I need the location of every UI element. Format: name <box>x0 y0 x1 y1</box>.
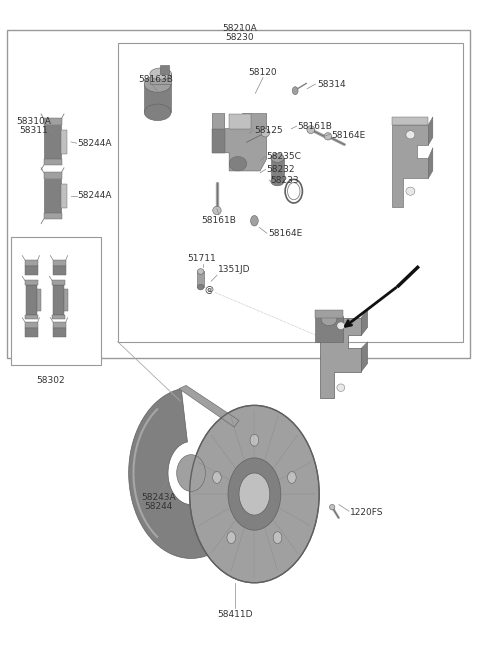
Polygon shape <box>25 281 38 285</box>
Polygon shape <box>52 315 65 319</box>
Polygon shape <box>212 114 267 171</box>
Circle shape <box>227 532 236 543</box>
Polygon shape <box>64 289 69 311</box>
Circle shape <box>190 405 319 583</box>
Circle shape <box>251 215 258 226</box>
Text: 58120: 58120 <box>249 68 277 77</box>
Polygon shape <box>44 172 61 179</box>
Polygon shape <box>44 118 61 125</box>
Text: 58244A: 58244A <box>78 191 112 200</box>
Polygon shape <box>25 315 38 319</box>
Polygon shape <box>44 125 60 158</box>
Ellipse shape <box>144 76 171 92</box>
Polygon shape <box>25 260 38 265</box>
Polygon shape <box>53 322 66 328</box>
Text: 58232: 58232 <box>266 165 295 174</box>
Text: 58164E: 58164E <box>268 229 302 238</box>
Polygon shape <box>179 386 239 427</box>
Text: 58411D: 58411D <box>217 610 253 619</box>
Text: @: @ <box>204 285 213 294</box>
Ellipse shape <box>324 133 332 140</box>
Polygon shape <box>315 316 343 342</box>
Text: 58125: 58125 <box>254 125 283 135</box>
Text: 58243A
58244: 58243A 58244 <box>141 493 176 511</box>
Ellipse shape <box>197 269 204 274</box>
Polygon shape <box>212 129 225 153</box>
Polygon shape <box>25 328 38 337</box>
Text: 58302: 58302 <box>36 376 65 385</box>
Ellipse shape <box>271 154 284 162</box>
Ellipse shape <box>197 284 204 290</box>
Text: 58235C: 58235C <box>266 152 301 161</box>
Text: 58161B: 58161B <box>298 122 333 131</box>
Ellipse shape <box>292 87 298 95</box>
Ellipse shape <box>150 68 171 80</box>
Text: 58310A
58311: 58310A 58311 <box>16 117 51 135</box>
Ellipse shape <box>321 313 337 326</box>
Text: 58210A
58230: 58210A 58230 <box>223 24 257 42</box>
Polygon shape <box>229 114 251 129</box>
Circle shape <box>239 473 270 515</box>
Ellipse shape <box>213 206 221 215</box>
Polygon shape <box>53 285 64 315</box>
Text: 58163B: 58163B <box>139 75 173 84</box>
Polygon shape <box>428 117 433 145</box>
Polygon shape <box>53 260 66 265</box>
Polygon shape <box>44 179 60 213</box>
Bar <box>7 30 470 358</box>
Bar <box>11 237 101 365</box>
Polygon shape <box>44 158 61 166</box>
Polygon shape <box>25 322 38 328</box>
Ellipse shape <box>406 131 415 139</box>
Polygon shape <box>60 183 67 208</box>
Ellipse shape <box>406 187 415 195</box>
Polygon shape <box>52 281 65 285</box>
Ellipse shape <box>271 177 284 186</box>
Ellipse shape <box>144 104 171 121</box>
Polygon shape <box>361 342 368 372</box>
Polygon shape <box>393 117 428 125</box>
Polygon shape <box>428 148 433 179</box>
Circle shape <box>228 458 281 530</box>
Ellipse shape <box>261 129 270 137</box>
Polygon shape <box>53 328 66 337</box>
Circle shape <box>273 532 282 543</box>
Polygon shape <box>315 309 343 318</box>
Text: 58244A: 58244A <box>78 139 112 148</box>
Ellipse shape <box>329 505 335 510</box>
Polygon shape <box>53 265 66 275</box>
Polygon shape <box>361 309 368 336</box>
Text: 1351JD: 1351JD <box>218 265 251 274</box>
Ellipse shape <box>229 156 247 171</box>
Circle shape <box>250 434 259 446</box>
Polygon shape <box>150 74 171 84</box>
Polygon shape <box>271 158 284 181</box>
Polygon shape <box>393 125 428 206</box>
Polygon shape <box>37 289 41 311</box>
Polygon shape <box>144 84 171 112</box>
Bar <box>160 65 169 74</box>
Polygon shape <box>320 318 361 398</box>
Circle shape <box>213 472 221 484</box>
Polygon shape <box>44 213 61 219</box>
Polygon shape <box>25 265 38 275</box>
Ellipse shape <box>337 384 345 392</box>
Ellipse shape <box>307 125 315 133</box>
Bar <box>118 43 463 342</box>
Text: 58233: 58233 <box>270 175 299 185</box>
Text: 58164E: 58164E <box>331 131 365 140</box>
Text: 58161B: 58161B <box>202 216 236 225</box>
Text: 51711: 51711 <box>187 254 216 263</box>
Text: 58314: 58314 <box>317 79 346 89</box>
Polygon shape <box>26 285 37 315</box>
Text: 1220FS: 1220FS <box>350 508 384 517</box>
Polygon shape <box>60 129 67 154</box>
Polygon shape <box>197 271 204 287</box>
Ellipse shape <box>337 322 345 330</box>
Circle shape <box>288 472 296 484</box>
Ellipse shape <box>177 455 205 491</box>
Polygon shape <box>129 389 253 558</box>
